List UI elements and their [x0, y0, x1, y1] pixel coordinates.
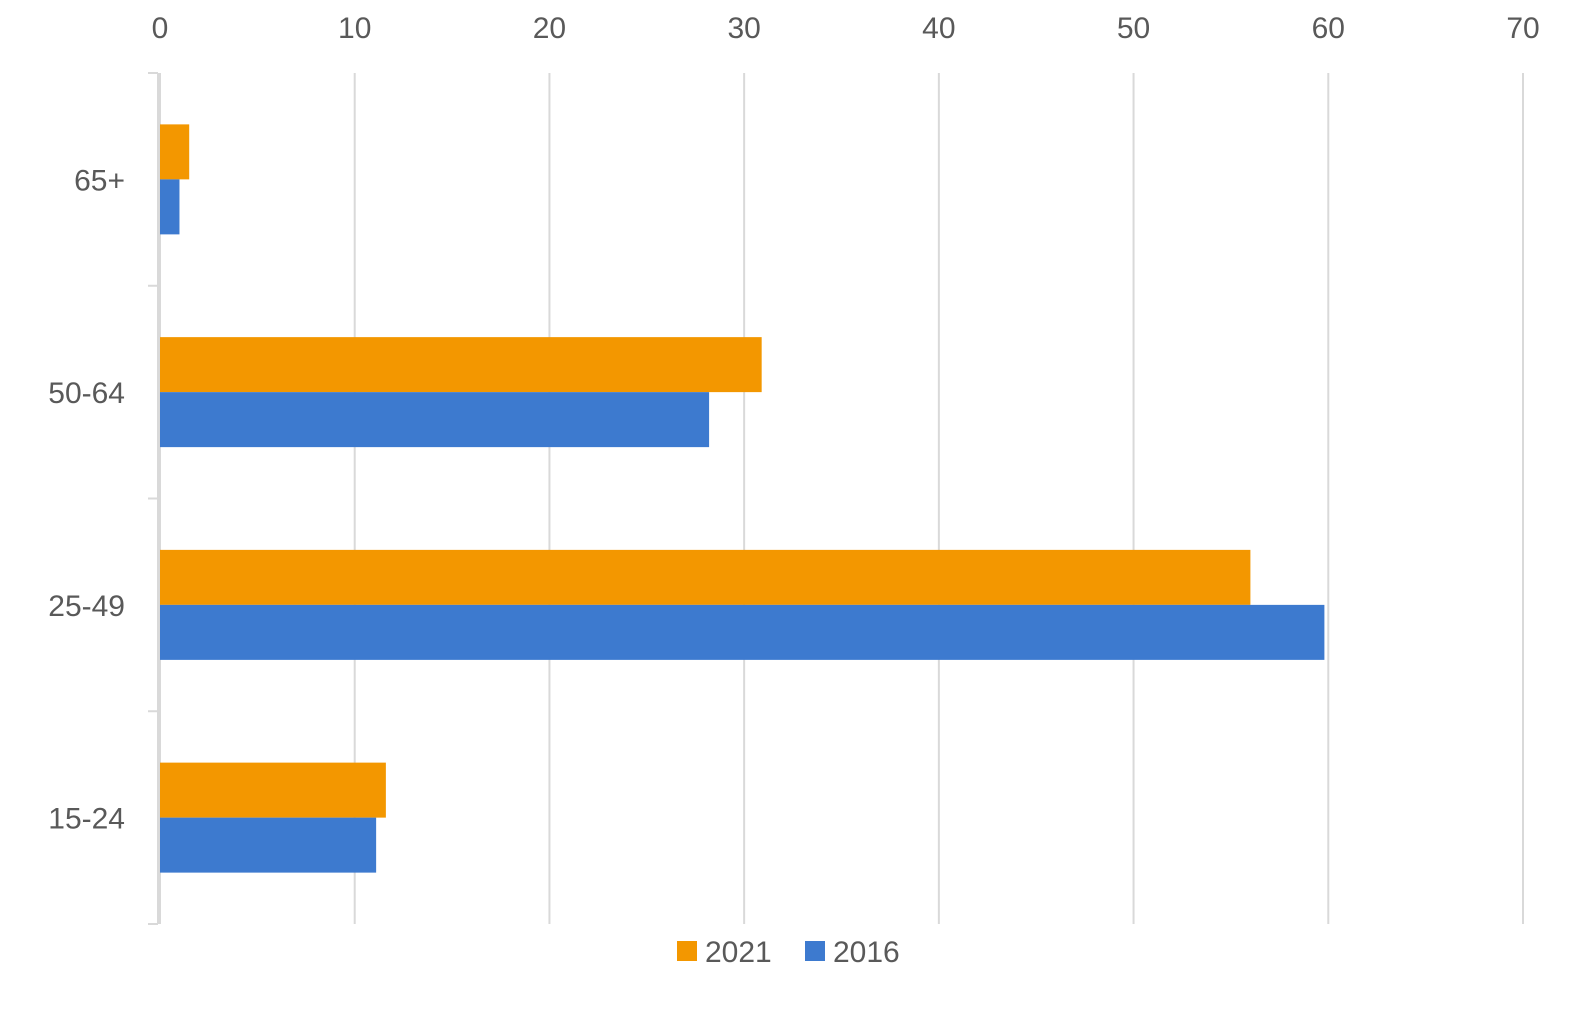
bar-2021-50-64 [160, 337, 762, 393]
x-tick-label: 50 [1117, 12, 1150, 45]
tick-labels: 0 10 20 30 40 50 60 70 65+ 50-64 25-49 15-24 [48, 12, 1539, 836]
x-tick-label: 10 [338, 12, 371, 45]
category-label: 50-64 [48, 377, 125, 410]
bar-2021-25-49 [160, 549, 1251, 605]
category-label: 65+ [74, 164, 125, 197]
legend: 2021 2016 [677, 936, 900, 969]
x-tick-label: 60 [1312, 12, 1345, 45]
legend-item-2021: 2021 [677, 936, 772, 969]
bars [160, 124, 1325, 873]
x-tick-label: 20 [533, 12, 566, 45]
legend-swatch [677, 941, 697, 961]
x-tick-label: 30 [727, 12, 760, 45]
gridlines [159, 73, 1524, 924]
bar-2016-65+ [160, 179, 180, 235]
category-label: 25-49 [48, 590, 125, 623]
legend-item-2016: 2016 [805, 936, 900, 969]
x-tick-label: 40 [922, 12, 955, 45]
bar-2021-15-24 [160, 762, 386, 818]
legend-label: 2016 [833, 936, 900, 969]
legend-label: 2021 [705, 936, 772, 969]
category-label: 15-24 [48, 803, 125, 836]
bar-2021-65+ [160, 124, 190, 180]
legend-swatch [805, 941, 825, 961]
x-tick-label: 70 [1506, 12, 1539, 45]
x-tick-label: 0 [152, 12, 169, 45]
bar-2016-15-24 [160, 817, 377, 873]
axes [148, 72, 159, 925]
bar-2016-25-49 [160, 604, 1325, 660]
bar-2016-50-64 [160, 392, 710, 448]
